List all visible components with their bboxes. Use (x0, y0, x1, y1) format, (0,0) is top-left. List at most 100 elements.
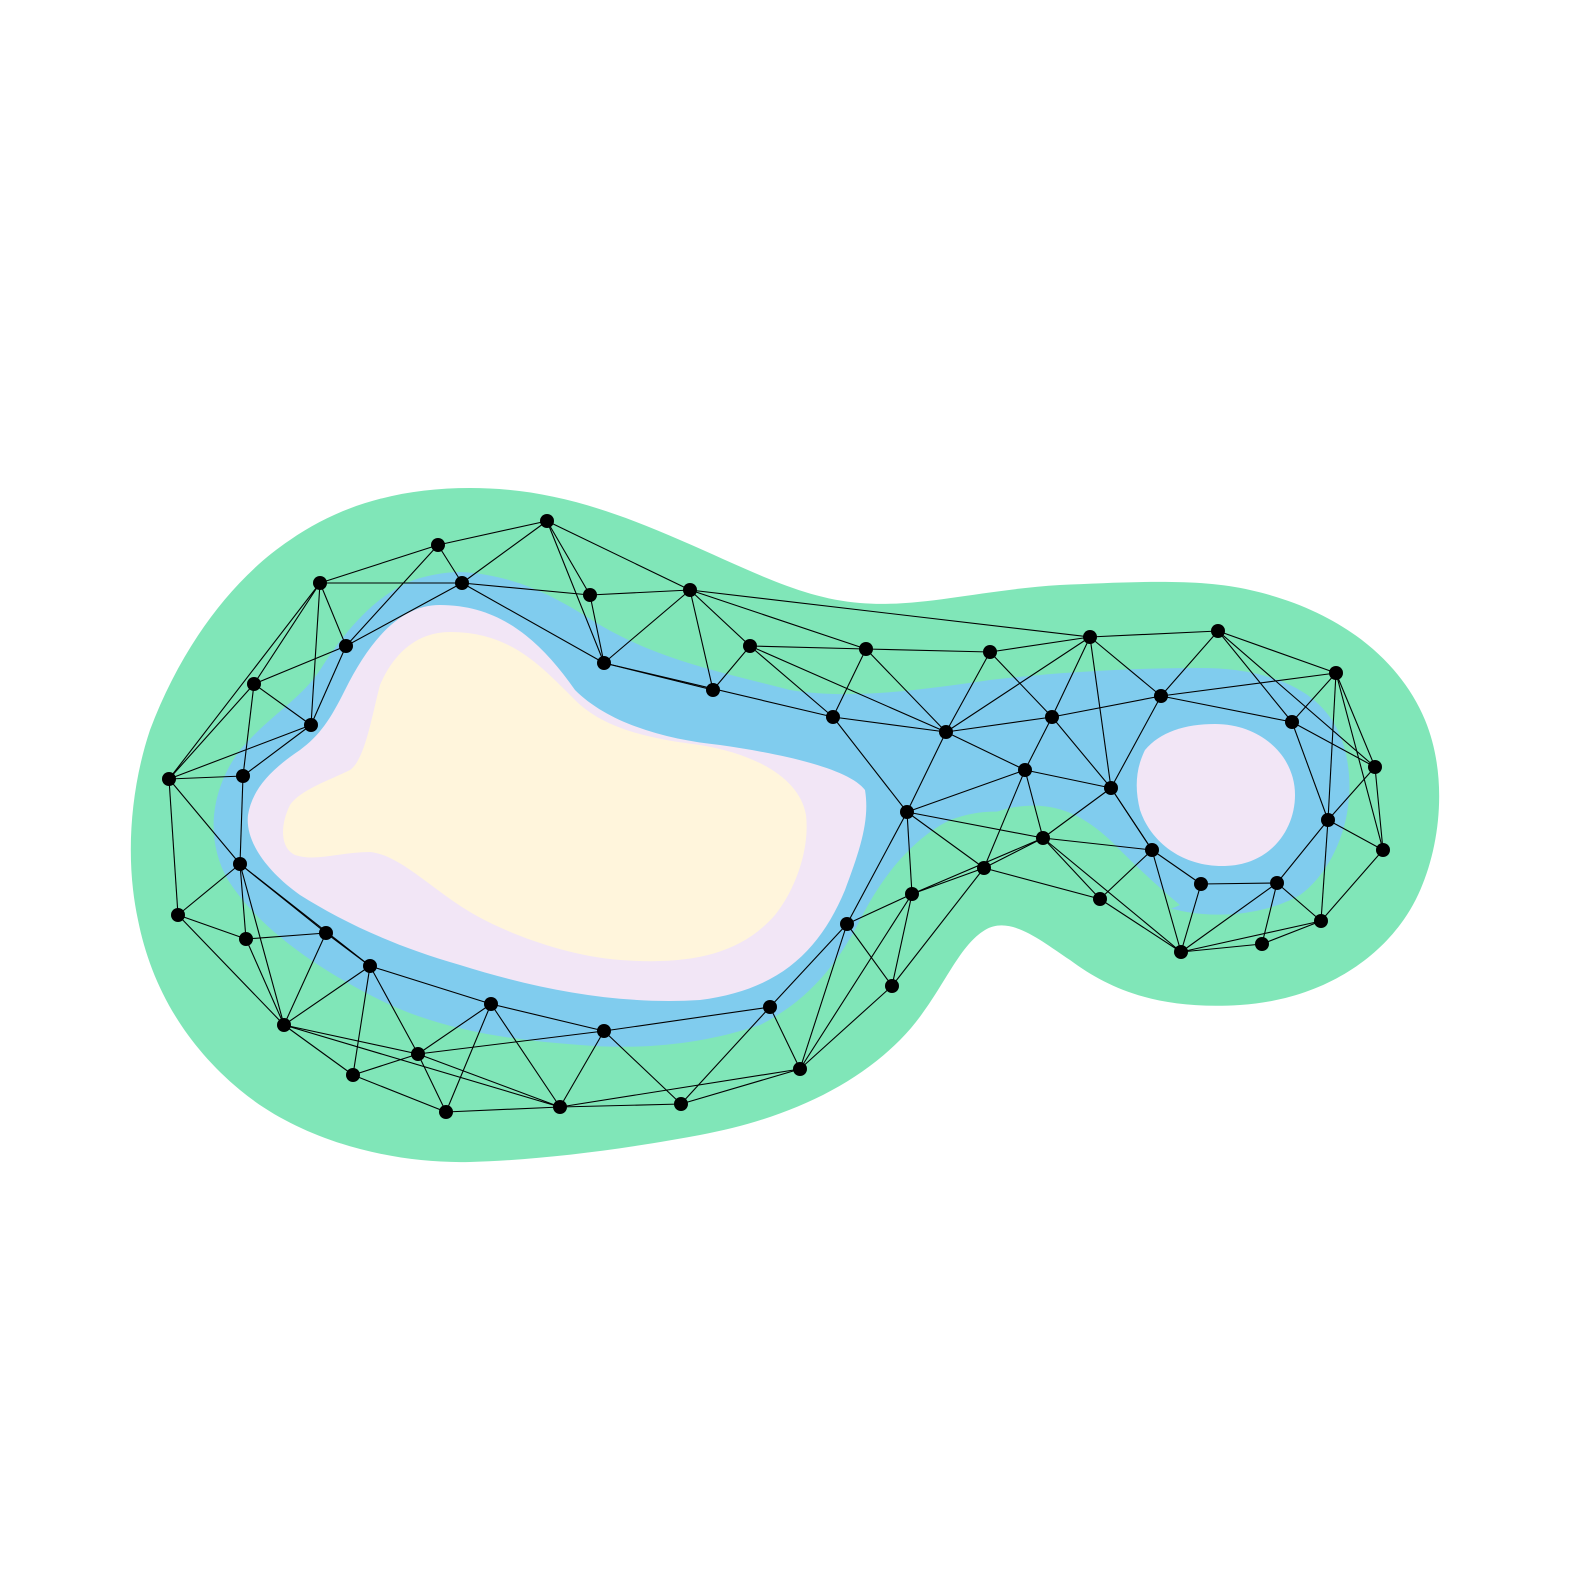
mesh-edge (245, 932, 327, 940)
mesh-edge (1217, 630, 1376, 768)
mesh-node (239, 932, 253, 946)
mesh-edge (168, 778, 179, 916)
mesh-edge (589, 589, 691, 596)
mesh-edge (1160, 672, 1337, 697)
mesh-edge (906, 731, 947, 813)
mesh-node (1045, 710, 1059, 724)
mesh-node (455, 576, 469, 590)
mesh-node (885, 979, 899, 993)
mesh-edge (1320, 819, 1329, 922)
mesh-edge (319, 544, 439, 584)
mesh-node (1036, 831, 1050, 845)
mesh-edge (437, 544, 463, 584)
mesh-edge (906, 811, 913, 895)
mesh-edge (283, 1024, 561, 1108)
mesh-edge (417, 1003, 492, 1055)
mesh-edge (769, 923, 848, 1008)
mesh-node (1314, 914, 1328, 928)
mesh-node (1270, 876, 1284, 890)
mesh-edge (345, 544, 439, 647)
mesh-node (236, 769, 250, 783)
mesh-edge (749, 645, 867, 650)
mesh-edge (680, 1006, 771, 1105)
mesh-edge (168, 778, 241, 865)
mesh-edge (1276, 819, 1329, 884)
mesh-node (1321, 813, 1335, 827)
mesh-node (840, 917, 854, 931)
mesh-node (540, 514, 554, 528)
mesh-node (859, 642, 873, 656)
mesh-edge (245, 938, 285, 1026)
mesh-edge (1024, 716, 1053, 771)
mesh-edge (310, 645, 347, 726)
mesh-edge (749, 645, 834, 718)
mesh-node (171, 908, 185, 922)
mesh-edge (1180, 943, 1263, 953)
mesh-edge (865, 648, 947, 733)
mesh-edge (1217, 630, 1337, 674)
mesh-edge (983, 837, 1044, 869)
mesh-edge (891, 867, 985, 987)
mesh-node (313, 576, 327, 590)
mesh-edge (177, 914, 285, 1026)
mesh-node (1145, 843, 1159, 857)
contour-regions (130, 488, 1440, 1163)
mesh-edge (239, 863, 371, 967)
mesh-node (905, 887, 919, 901)
mesh-node (939, 725, 953, 739)
mesh-edge (461, 520, 548, 584)
mesh-node (674, 1097, 688, 1111)
mesh-edge (559, 1068, 801, 1108)
mesh-node (597, 1024, 611, 1038)
mesh-edge (1089, 636, 1112, 789)
mesh-edge (283, 932, 327, 1026)
mesh-edge (546, 520, 691, 591)
mesh-edge (846, 811, 908, 925)
mesh-edge (689, 589, 714, 691)
mesh-node (1154, 689, 1168, 703)
mesh-edge (689, 589, 751, 647)
mesh-edge (1327, 766, 1376, 821)
mesh-edge (989, 651, 1053, 718)
mesh-edge (1327, 672, 1337, 821)
mesh-edge (177, 863, 241, 916)
mesh-node (743, 639, 757, 653)
mesh-node (793, 1062, 807, 1076)
mesh-edge (1151, 849, 1182, 953)
mesh-edge (906, 811, 1044, 839)
mesh-edge (1291, 721, 1329, 821)
mesh-edge (846, 893, 913, 925)
mesh-node (826, 710, 840, 724)
mesh-node (411, 1047, 425, 1061)
mesh-edge (983, 769, 1026, 869)
mesh-edge (177, 914, 247, 940)
mesh-edge (559, 1103, 682, 1108)
mesh-node (553, 1100, 567, 1114)
mesh-node (900, 805, 914, 819)
mesh-edge (589, 594, 605, 664)
mesh-node (763, 1000, 777, 1014)
mesh-edge (283, 1024, 354, 1076)
mesh-edge (1200, 882, 1278, 885)
mesh-edge (945, 716, 1053, 733)
mesh-nodes (162, 514, 1390, 1119)
mesh-edge (352, 1053, 419, 1076)
mesh-edge (1051, 716, 1112, 789)
mesh-node (683, 583, 697, 597)
mesh-edge (369, 965, 419, 1055)
mesh-edge (1160, 630, 1219, 697)
mesh-edge (168, 582, 321, 780)
mesh-edge (1335, 672, 1376, 768)
mesh-node (1174, 945, 1188, 959)
mesh-edge (1320, 849, 1384, 922)
mesh-node (484, 997, 498, 1011)
mesh-edge (1261, 920, 1322, 945)
mesh-edge (445, 1003, 492, 1113)
mesh-edge (1327, 819, 1384, 851)
mesh-edge (352, 1074, 447, 1113)
mesh-node (1376, 843, 1390, 857)
mesh-edge (546, 520, 591, 596)
mesh-edge (603, 1006, 771, 1032)
mesh-edge (603, 1030, 682, 1105)
